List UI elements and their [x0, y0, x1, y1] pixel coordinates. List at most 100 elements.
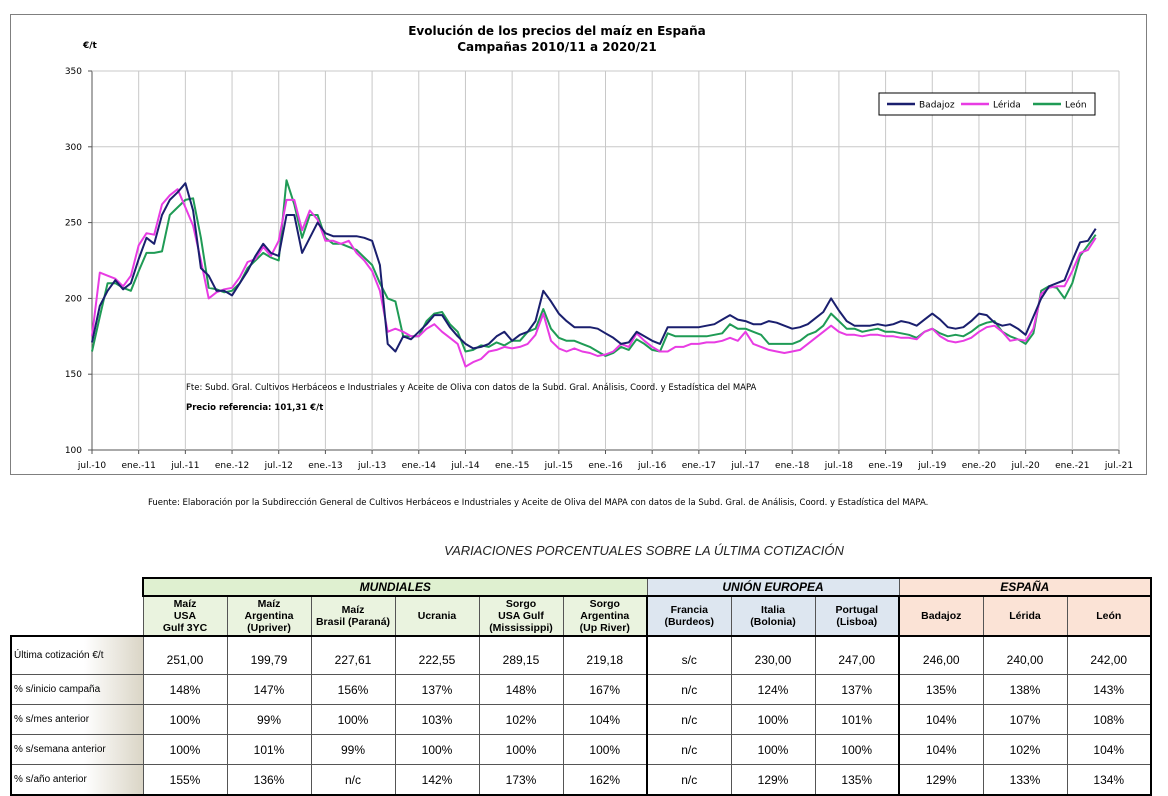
table-cell: 222,55 [394, 635, 480, 675]
x-tick-label: ene.-20 [962, 461, 997, 471]
table-cell: 251,00 [142, 635, 228, 675]
table-cell: 100% [478, 734, 564, 765]
chart-frame: Evolución de los precios del maíz en Esp… [10, 14, 1147, 475]
table-cell: 167% [562, 674, 648, 705]
table-cell: 100% [310, 704, 396, 735]
column-header-line: USA Gulf [498, 610, 544, 622]
column-header-line: Ucrania [417, 610, 457, 622]
x-tick-label: jul.-12 [264, 461, 293, 471]
x-tick-label: ene.-17 [682, 461, 716, 471]
variations-table: MUNDIALES UNIÓN EUROPEA ESPAÑA Maíz USA Gulf … [10, 577, 1152, 796]
x-tick-label: jul.-10 [77, 461, 107, 471]
x-tick-label: ene.-14 [402, 461, 437, 471]
column-header: Francia (Burdeos) [646, 595, 732, 637]
column-header-line: (Bolonia) [750, 616, 796, 628]
row-label: % s/año anterior [10, 764, 144, 796]
y-axis-label: €/t [82, 41, 98, 51]
column-header-line: Francia [670, 604, 708, 616]
group-header: MUNDIALES [142, 577, 648, 597]
table-cell: 227,61 [310, 635, 396, 675]
column-header-line: USA [173, 610, 197, 622]
table-cell: 199,79 [226, 635, 312, 675]
chart-annotation-reference-price: Precio referencia: 101,31 €/t [186, 403, 323, 413]
legend-label: Badajoz [919, 101, 955, 111]
group-header: UNIÓN EUROPEA [646, 577, 900, 597]
x-tick-label: jul.-18 [824, 461, 854, 471]
y-tick-label: 300 [65, 143, 82, 153]
group-header: ESPAÑA [898, 577, 1152, 597]
column-header-line: Portugal [835, 604, 879, 616]
legend-label: León [1065, 100, 1087, 111]
column-header-line: (Up River) [579, 622, 630, 634]
x-tick-label: jul.-20 [1011, 461, 1041, 471]
table-cell: 104% [562, 704, 648, 735]
table-cell: 142% [394, 764, 480, 796]
table-cell: 108% [1066, 704, 1152, 735]
row-label: % s/mes anterior [10, 704, 144, 735]
column-header-line: (Upriver) [247, 622, 291, 634]
x-tick-label: ene.-19 [868, 461, 903, 471]
table-cell: 100% [562, 734, 648, 765]
column-header-line: Brasil (Paraná) [315, 616, 391, 628]
table-cell: 148% [478, 674, 564, 705]
column-header-line: (Burdeos) [664, 616, 715, 628]
column-header: Maíz Brasil (Paraná) [310, 595, 396, 637]
column-header: Lérida [982, 595, 1068, 637]
column-header: Badajoz [898, 595, 984, 637]
y-tick-label: 150 [65, 370, 82, 380]
table-cell: s/c [646, 635, 732, 675]
price-line-chart: Evolución de los precios del maíz en Esp… [65, 24, 1133, 471]
table-cell: 136% [226, 764, 312, 796]
x-tick-label: ene.-21 [1055, 461, 1089, 471]
y-tick-label: 100 [65, 446, 82, 456]
column-header: Sorgo USA Gulf (Mississippi) [478, 595, 564, 637]
x-tick-label: ene.-16 [588, 461, 623, 471]
table-cell: 104% [898, 704, 984, 735]
x-tick-label: ene.-11 [122, 461, 156, 471]
series-line-lerida [91, 188, 1097, 368]
column-header: Italia (Bolonia) [730, 595, 816, 637]
source-note: Fuente: Elaboración por la Subdirección … [148, 498, 929, 508]
table-cell: 124% [730, 674, 816, 705]
chart-subtitle: Campañas 2010/11 a 2020/21 [457, 40, 656, 54]
table-cell: n/c [646, 734, 732, 765]
table-cell: 100% [394, 734, 480, 765]
x-tick-label: ene.-13 [308, 461, 342, 471]
x-tick-label: jul.-13 [357, 461, 386, 471]
table-cell: 104% [1066, 734, 1152, 765]
table-cell: n/c [646, 704, 732, 735]
table-cell: 103% [394, 704, 480, 735]
column-header-line: León [1096, 610, 1122, 622]
table-cell: 134% [1066, 764, 1152, 796]
table-cell: 162% [562, 764, 648, 796]
table-cell: n/c [646, 764, 732, 796]
column-header: Maíz Argentina (Upriver) [226, 595, 312, 637]
x-tick-label: ene.-18 [775, 461, 810, 471]
y-tick-label: 200 [65, 294, 82, 304]
table-cell: 100% [142, 734, 228, 765]
table-cell: n/c [646, 674, 732, 705]
table-title: VARIACIONES PORCENTUALES SOBRE LA ÚLTIMA… [444, 543, 844, 558]
table-cell: 246,00 [898, 635, 984, 675]
table-cell: 137% [814, 674, 900, 705]
column-header-line: Badajoz [921, 610, 962, 622]
table-cell: 289,15 [478, 635, 564, 675]
chart-title: Evolución de los precios del maíz en Esp… [408, 24, 706, 38]
table-cell: 155% [142, 764, 228, 796]
x-tick-label: jul.-19 [917, 461, 947, 471]
column-header-line: Maíz [257, 598, 281, 610]
table-cell: 148% [142, 674, 228, 705]
y-tick-label: 250 [65, 219, 82, 229]
table-cell: 138% [982, 674, 1068, 705]
table-cell: 137% [394, 674, 480, 705]
table-cell: 129% [730, 764, 816, 796]
column-header-line: Gulf 3YC [162, 622, 208, 634]
column-header-line: Lérida [1009, 610, 1041, 622]
x-tick-label: jul.-16 [637, 461, 667, 471]
table-cell: 230,00 [730, 635, 816, 675]
table-cell: 129% [898, 764, 984, 796]
column-header-line: (Lisboa) [836, 616, 878, 628]
column-header-line: Argentina [244, 610, 294, 622]
series-line-leon [91, 179, 1097, 357]
x-tick-label: jul.-17 [730, 461, 759, 471]
